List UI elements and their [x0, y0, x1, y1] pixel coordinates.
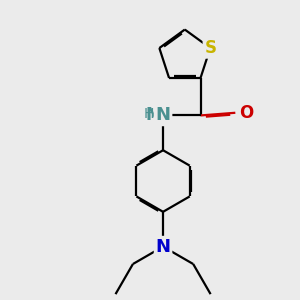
Text: N: N [156, 106, 171, 124]
Text: H: H [147, 108, 159, 122]
Text: H: H [143, 107, 154, 121]
Text: N: N [145, 106, 159, 124]
Text: S: S [204, 39, 216, 57]
Text: O: O [239, 104, 254, 122]
Text: N: N [156, 238, 171, 256]
